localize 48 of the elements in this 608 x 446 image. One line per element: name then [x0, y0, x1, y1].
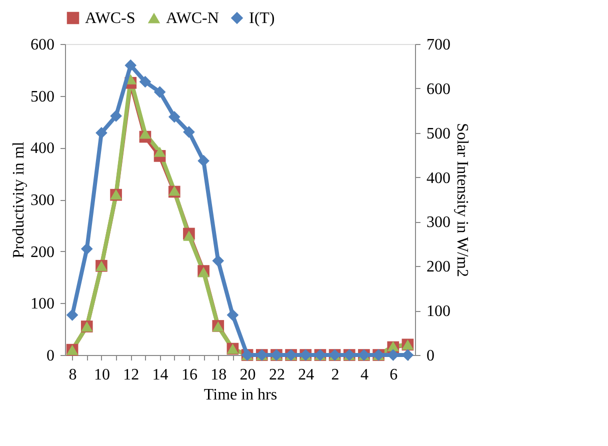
point: [154, 146, 166, 157]
x-tick-label: 4: [360, 366, 368, 384]
y-axis-title: Productivity in ml: [10, 141, 28, 258]
point: [66, 309, 78, 321]
x-tick-label: 18: [210, 366, 227, 384]
y2-tick-label: 400: [426, 170, 450, 187]
point: [198, 154, 210, 167]
x-tick-label: 24: [298, 366, 314, 384]
x-tick-label: 20: [240, 366, 256, 384]
y2-tick-label: 100: [426, 303, 450, 320]
y2-tick-label: 0: [426, 348, 434, 364]
legend-label: AWC-S: [85, 10, 136, 27]
x-tick-label: 8: [68, 366, 77, 384]
x-tick-label: 14: [152, 366, 168, 384]
y2-tick-label: 700: [426, 36, 450, 54]
legend-label: I(T): [249, 10, 275, 27]
x-tick-label: 6: [390, 366, 398, 384]
point: [168, 110, 180, 123]
y-tick-label: 600: [30, 36, 54, 54]
point: [139, 128, 152, 139]
y-tick-label: 400: [30, 140, 54, 158]
y2-tick-label: 200: [426, 258, 450, 276]
point: [183, 230, 195, 241]
point: [96, 126, 108, 139]
y2-tick-label: 600: [426, 80, 450, 98]
x-tick-label: 2: [331, 366, 340, 384]
point: [226, 309, 239, 321]
y2-tick-label: 500: [426, 125, 450, 142]
y2-tick-label: 300: [426, 214, 450, 232]
point: [154, 86, 166, 98]
x-tick-label: 16: [181, 366, 198, 384]
x-tick-label: 12: [123, 366, 140, 384]
point: [124, 59, 137, 72]
y2-axis-title: Solar Intensity in W/m2: [454, 123, 470, 277]
legend-label: AWC-N: [166, 10, 220, 27]
x-tick-label: 10: [94, 366, 110, 384]
point: [183, 126, 195, 138]
y-tick-label: 300: [30, 192, 54, 209]
point: [139, 76, 152, 88]
x-axis-title: Time in hrs: [204, 386, 278, 404]
y-tick-label: 200: [30, 244, 54, 261]
y-tick-label: 0: [46, 348, 54, 364]
x-tick-label: 22: [268, 366, 285, 384]
y-tick-label: 100: [30, 296, 54, 313]
point: [80, 242, 93, 255]
y-tick-label: 500: [30, 88, 54, 106]
point: [212, 254, 224, 267]
point: [110, 110, 122, 122]
